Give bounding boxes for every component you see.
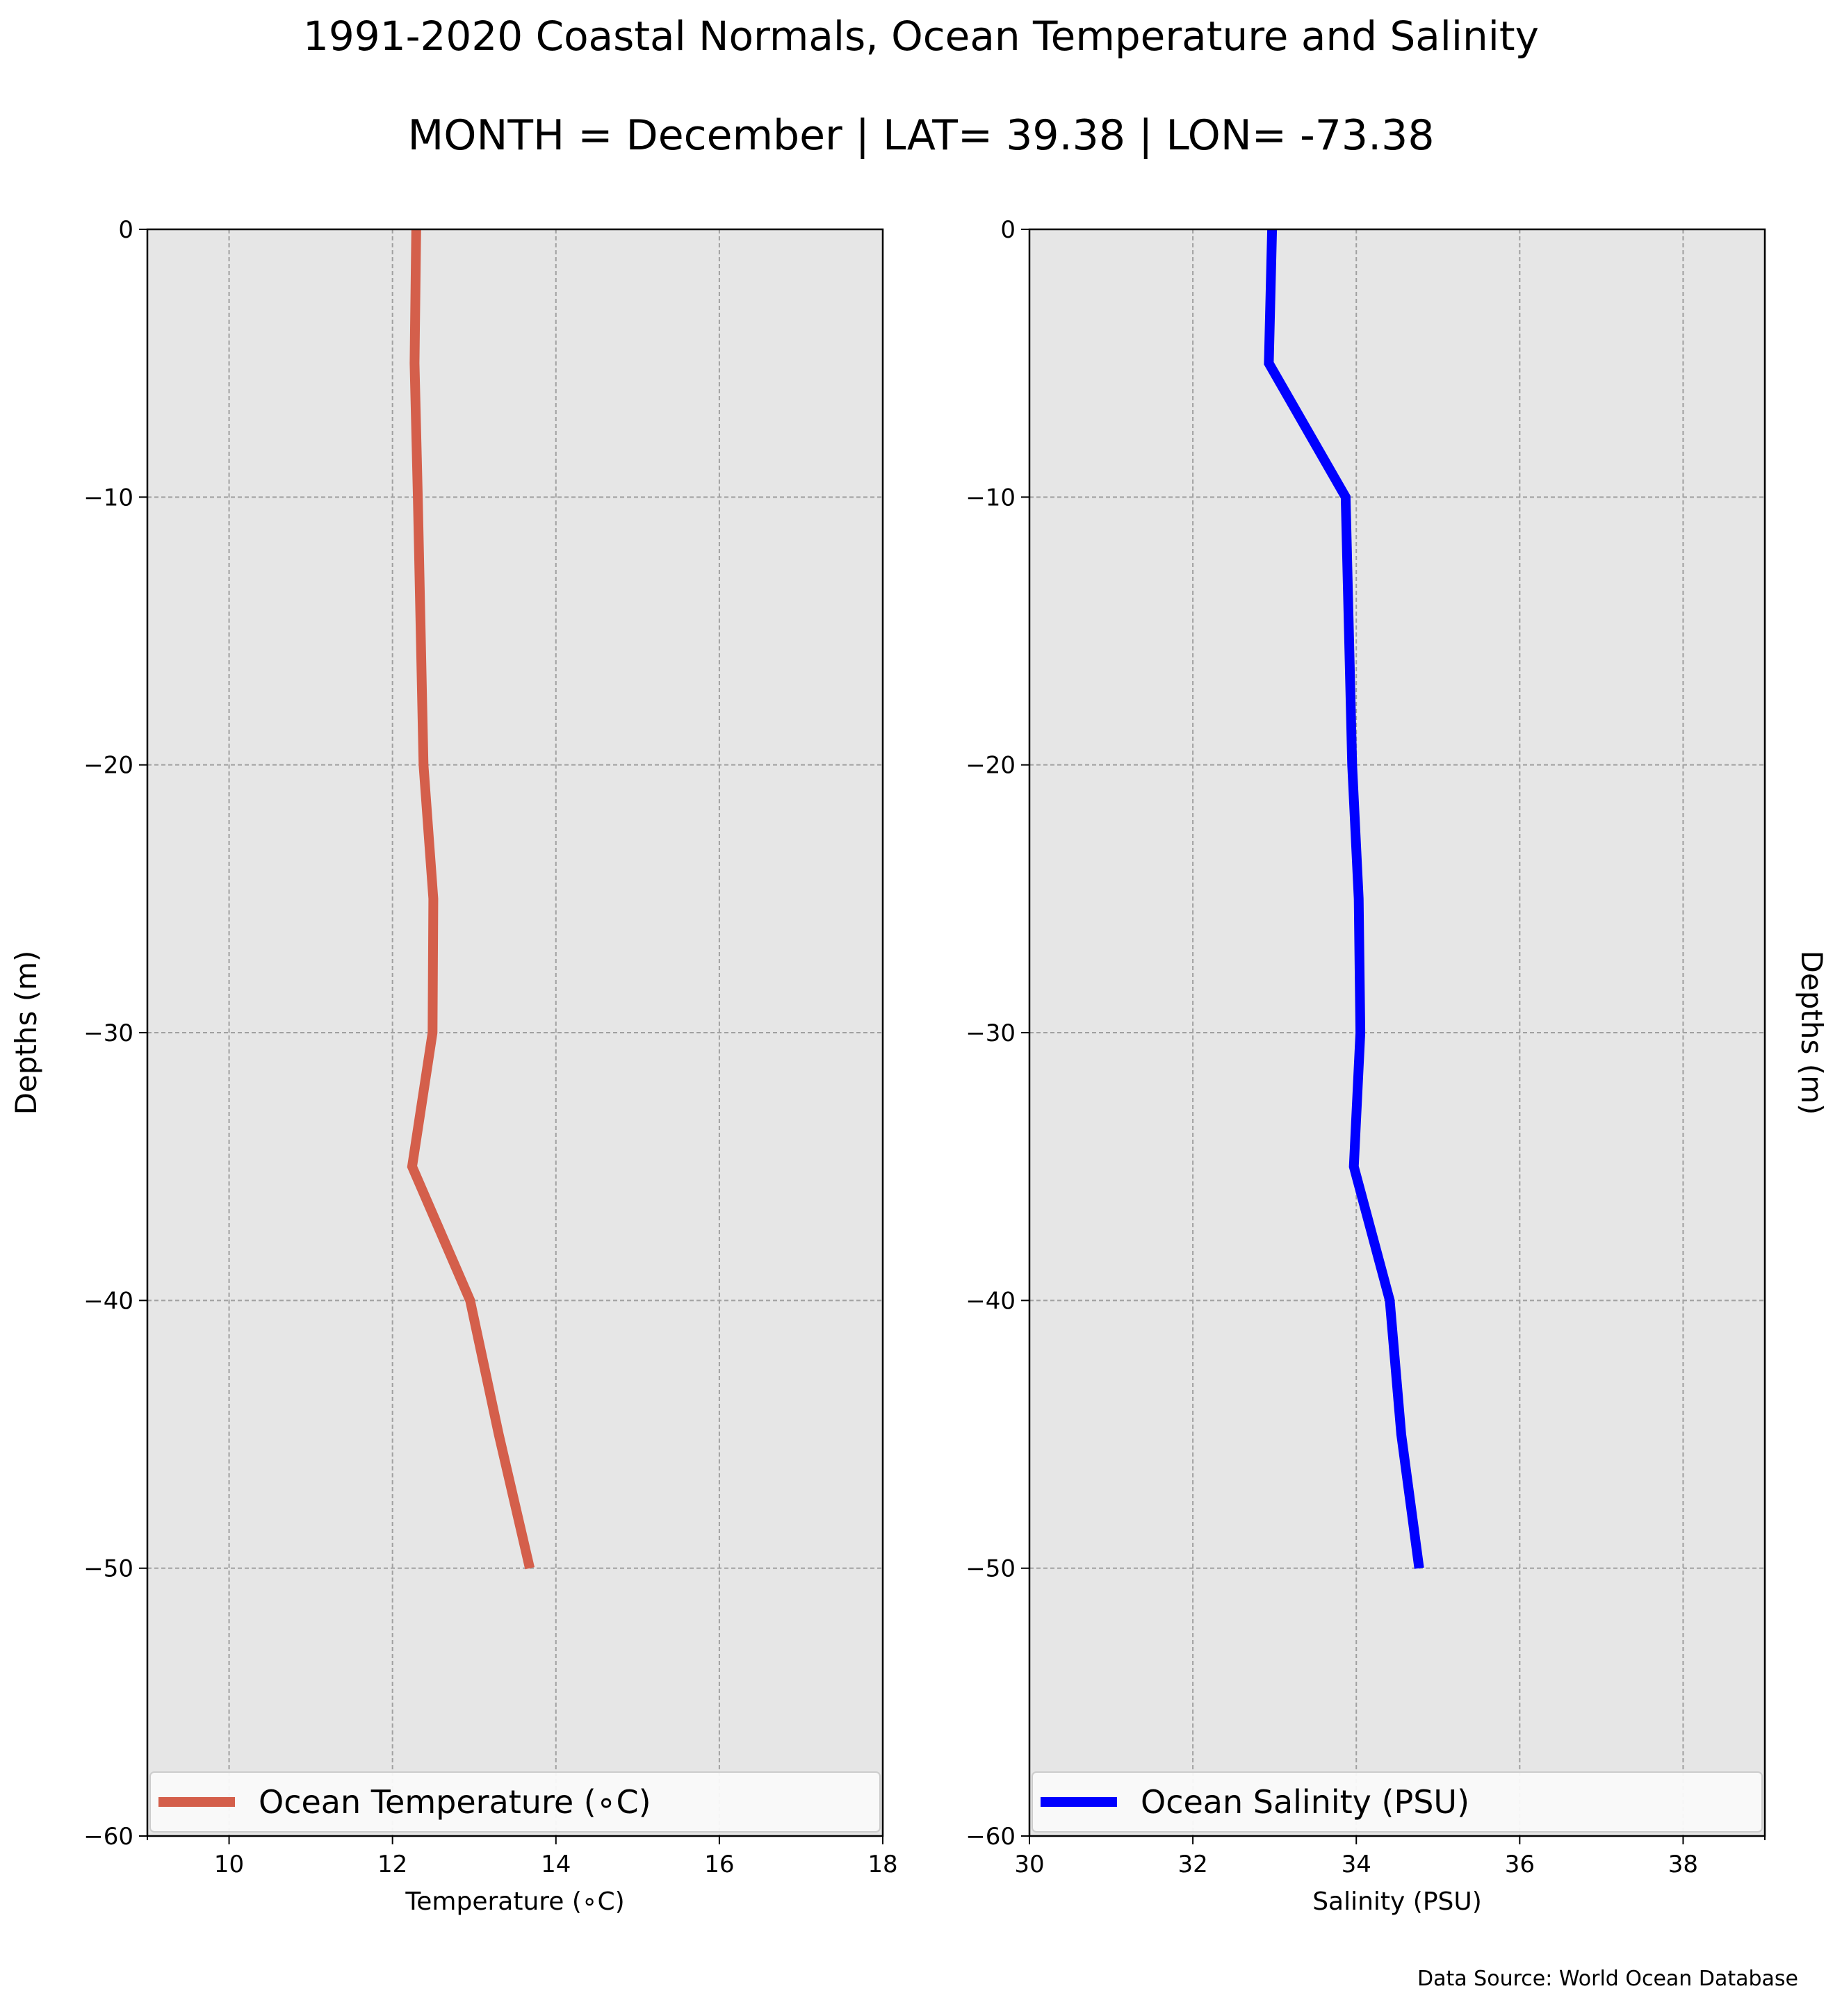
y-tick-label: −20 (965, 752, 1016, 780)
legend: Ocean Temperature (∘C) (149, 1771, 881, 1833)
y-tick-label: −40 (965, 1287, 1016, 1315)
y-axis-label: Depths (m) (9, 951, 43, 1115)
y-tick-label: 0 (1000, 216, 1016, 244)
data-source-note: Data Source: World Ocean Database (1417, 1967, 1798, 1991)
x-tick-label: 34 (1342, 1851, 1371, 1878)
y-tick-label: −60 (83, 1823, 133, 1851)
plot-area (147, 229, 883, 1836)
plot-area (1029, 229, 1765, 1836)
x-axis-label: Salinity (PSU) (1312, 1887, 1482, 1916)
y-tick-label: −10 (965, 484, 1016, 511)
y-tick-label: −50 (965, 1555, 1016, 1583)
x-axis-label: Temperature (∘C) (405, 1887, 624, 1916)
x-tick-label: 32 (1177, 1851, 1207, 1878)
chart-title: 1991-2020 Coastal Normals, Ocean Tempera… (303, 13, 1539, 60)
y-tick-label: −10 (83, 484, 133, 511)
legend-box (1032, 1771, 1763, 1833)
x-tick-label: 14 (541, 1851, 571, 1878)
series-line (1264, 229, 1424, 1569)
panel-salinity: 30 32 34 36 38 0 −10 −20 −30 −40 −50 −60 Salinity (P… (965, 216, 1829, 1916)
y-tick-label: −30 (965, 1019, 1016, 1047)
x-tick-label: 30 (1014, 1851, 1044, 1878)
y-tick-label: −50 (83, 1555, 133, 1583)
x-tick-label: 36 (1505, 1851, 1535, 1878)
x-tick-label: 18 (867, 1851, 897, 1878)
legend-label: Ocean Salinity (PSU) (1141, 1783, 1469, 1821)
panel-temperature: 10 12 14 16 18 0 −10 −20 −30 −40 −50 −60 Temperature… (9, 216, 898, 1916)
y-tick-label: −20 (83, 752, 133, 780)
y-axis-label: Depths (m) (1795, 951, 1829, 1115)
legend: Ocean Salinity (PSU) (1032, 1771, 1763, 1833)
y-tick-label: −30 (83, 1019, 133, 1047)
chart-subtitle: MONTH = December | LAT= 39.38 | LON= -73… (407, 111, 1435, 160)
x-tick-label: 10 (214, 1851, 244, 1878)
x-tick-label: 16 (704, 1851, 734, 1878)
y-tick-label: −40 (83, 1287, 133, 1315)
y-tick-label: −60 (965, 1823, 1016, 1851)
legend-label: Ocean Temperature (∘C) (259, 1783, 651, 1821)
legend-box (149, 1771, 881, 1833)
x-tick-label: 38 (1668, 1851, 1698, 1878)
y-tick-label: 0 (118, 216, 133, 244)
series-line (407, 229, 535, 1570)
x-tick-label: 12 (377, 1851, 407, 1878)
